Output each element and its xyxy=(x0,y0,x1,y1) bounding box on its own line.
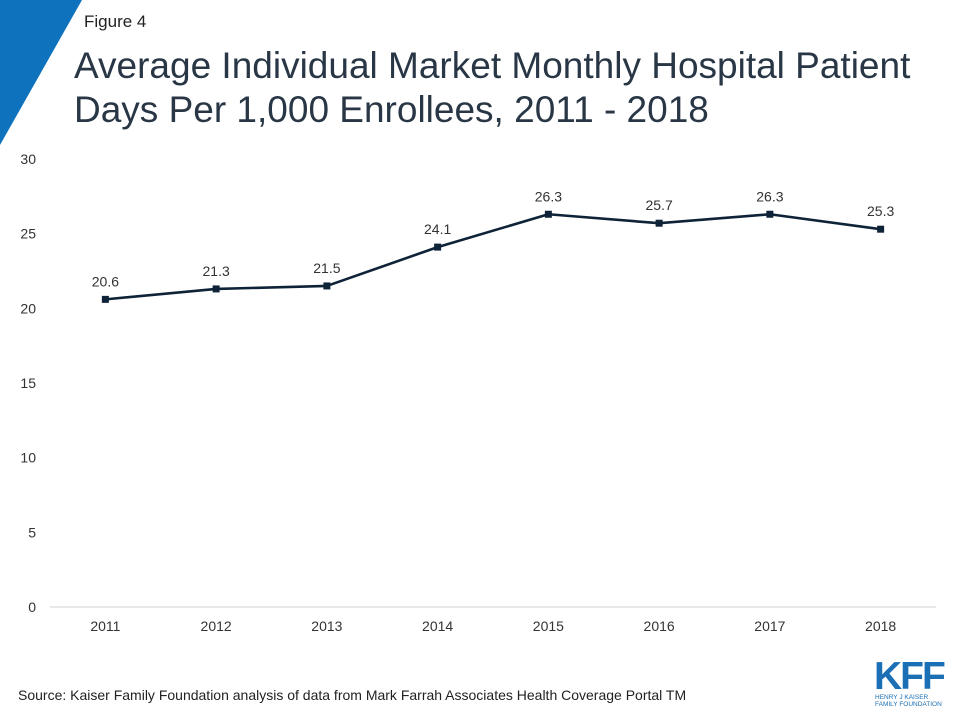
x-tick-label: 2016 xyxy=(644,618,675,634)
y-tick-label: 5 xyxy=(28,524,36,540)
data-point-marker xyxy=(766,210,774,218)
chart-title: Average Individual Market Monthly Hospit… xyxy=(74,44,934,132)
x-tick-label: 2011 xyxy=(90,618,120,634)
chart-title-line-1: Average Individual Market Monthly Hospit… xyxy=(74,45,911,86)
data-point-marker xyxy=(323,282,331,290)
y-tick-label: 25 xyxy=(20,226,36,242)
chart-title-line-2: Days Per 1,000 Enrollees, 2011 - 2018 xyxy=(74,89,709,130)
data-label: 25.7 xyxy=(646,197,673,213)
figure-label: Figure 4 xyxy=(84,12,147,31)
data-point-marker xyxy=(212,285,220,293)
y-tick-label: 10 xyxy=(20,450,36,466)
data-point-marker xyxy=(655,219,663,227)
data-label: 20.6 xyxy=(92,273,119,289)
data-label: 21.3 xyxy=(203,263,230,279)
x-tick-label: 2012 xyxy=(201,618,232,634)
kff-logo-subtitle: HENRY J KAISER FAMILY FOUNDATION xyxy=(875,694,942,708)
y-tick-label: 0 xyxy=(28,599,36,615)
y-tick-label: 20 xyxy=(20,300,36,316)
kff-logo: KFF HENRY J KAISER FAMILY FOUNDATION xyxy=(874,655,950,709)
source-note: Source: Kaiser Family Foundation analysi… xyxy=(18,687,687,703)
x-tick-label: 2018 xyxy=(865,618,896,634)
data-point-marker xyxy=(877,225,885,233)
x-tick-label: 2017 xyxy=(754,618,785,634)
data-point-marker xyxy=(434,243,442,251)
data-label: 24.1 xyxy=(424,221,451,237)
kff-logo-line-1: HENRY J KAISER xyxy=(875,694,929,701)
kff-logo-line-2: FAMILY FOUNDATION xyxy=(875,701,942,708)
series-line xyxy=(105,212,881,301)
x-tick-label: 2013 xyxy=(311,618,342,634)
x-tick-label: 2014 xyxy=(422,618,453,634)
data-label: 26.3 xyxy=(535,188,562,204)
y-tick-label: 15 xyxy=(20,375,36,391)
x-tick-label: 2015 xyxy=(533,618,564,634)
data-label: 26.3 xyxy=(756,188,783,204)
kff-logo-letters: KFF xyxy=(874,655,946,698)
data-point-marker xyxy=(101,295,109,303)
data-point-marker xyxy=(544,210,552,218)
y-tick-label: 30 xyxy=(20,151,36,167)
data-label: 25.3 xyxy=(867,203,894,219)
corner-accent-banner xyxy=(0,0,82,145)
data-label: 21.5 xyxy=(313,260,340,276)
